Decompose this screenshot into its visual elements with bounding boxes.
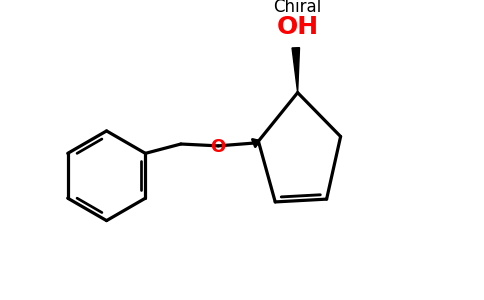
Text: O: O [211, 138, 226, 156]
Text: Chiral: Chiral [273, 0, 322, 16]
Polygon shape [292, 48, 300, 93]
Text: OH: OH [276, 15, 318, 39]
